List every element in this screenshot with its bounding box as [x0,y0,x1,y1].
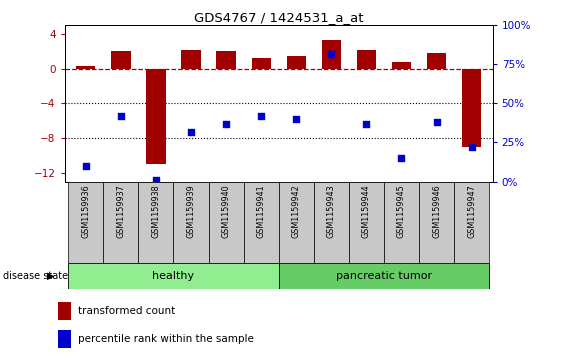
Point [362,121,371,127]
Bar [279,263,489,289]
Bar [454,182,489,263]
Bar [208,182,244,263]
Bar [419,182,454,263]
Point [397,155,406,161]
Bar [58,302,71,320]
Bar [349,182,384,263]
Bar [392,62,411,69]
Bar [146,69,166,164]
Point [292,116,301,122]
Text: GSM1159946: GSM1159946 [432,184,441,237]
Bar [76,66,96,69]
Bar [384,182,419,263]
Point [467,144,476,150]
Bar [173,182,208,263]
Text: GSM1159937: GSM1159937 [117,184,126,238]
Text: disease state: disease state [3,271,68,281]
Bar [111,52,131,69]
Bar [279,182,314,263]
Text: GSM1159939: GSM1159939 [186,184,195,238]
Bar [68,263,279,289]
Bar [427,53,446,69]
Point [117,113,126,119]
Text: GSM1159943: GSM1159943 [327,184,336,237]
Text: GSM1159945: GSM1159945 [397,184,406,238]
Bar [58,330,71,348]
Title: GDS4767 / 1424531_a_at: GDS4767 / 1424531_a_at [194,11,364,24]
Point [81,163,90,169]
Bar [321,40,341,69]
Text: GSM1159936: GSM1159936 [81,184,90,237]
Bar [314,182,349,263]
Text: ▶: ▶ [47,271,55,281]
Text: GSM1159942: GSM1159942 [292,184,301,238]
Text: pancreatic tumor: pancreatic tumor [336,271,432,281]
Point [432,119,441,125]
Text: GSM1159947: GSM1159947 [467,184,476,238]
Text: GSM1159941: GSM1159941 [257,184,266,237]
Bar [252,58,271,69]
Bar [357,50,376,69]
Point [151,177,160,183]
Text: GSM1159944: GSM1159944 [362,184,371,237]
Text: transformed count: transformed count [78,306,175,316]
Text: percentile rank within the sample: percentile rank within the sample [78,334,253,344]
Point [257,113,266,119]
Bar [462,69,481,147]
Bar [181,50,200,69]
Text: GSM1159940: GSM1159940 [222,184,231,237]
Bar [68,182,104,263]
Text: GSM1159938: GSM1159938 [151,184,160,237]
Point [222,121,231,127]
Point [327,50,336,56]
Bar [244,182,279,263]
Text: healthy: healthy [153,271,195,281]
Bar [104,182,138,263]
Point [186,129,195,134]
Bar [287,56,306,69]
Bar [216,52,236,69]
Bar [138,182,173,263]
